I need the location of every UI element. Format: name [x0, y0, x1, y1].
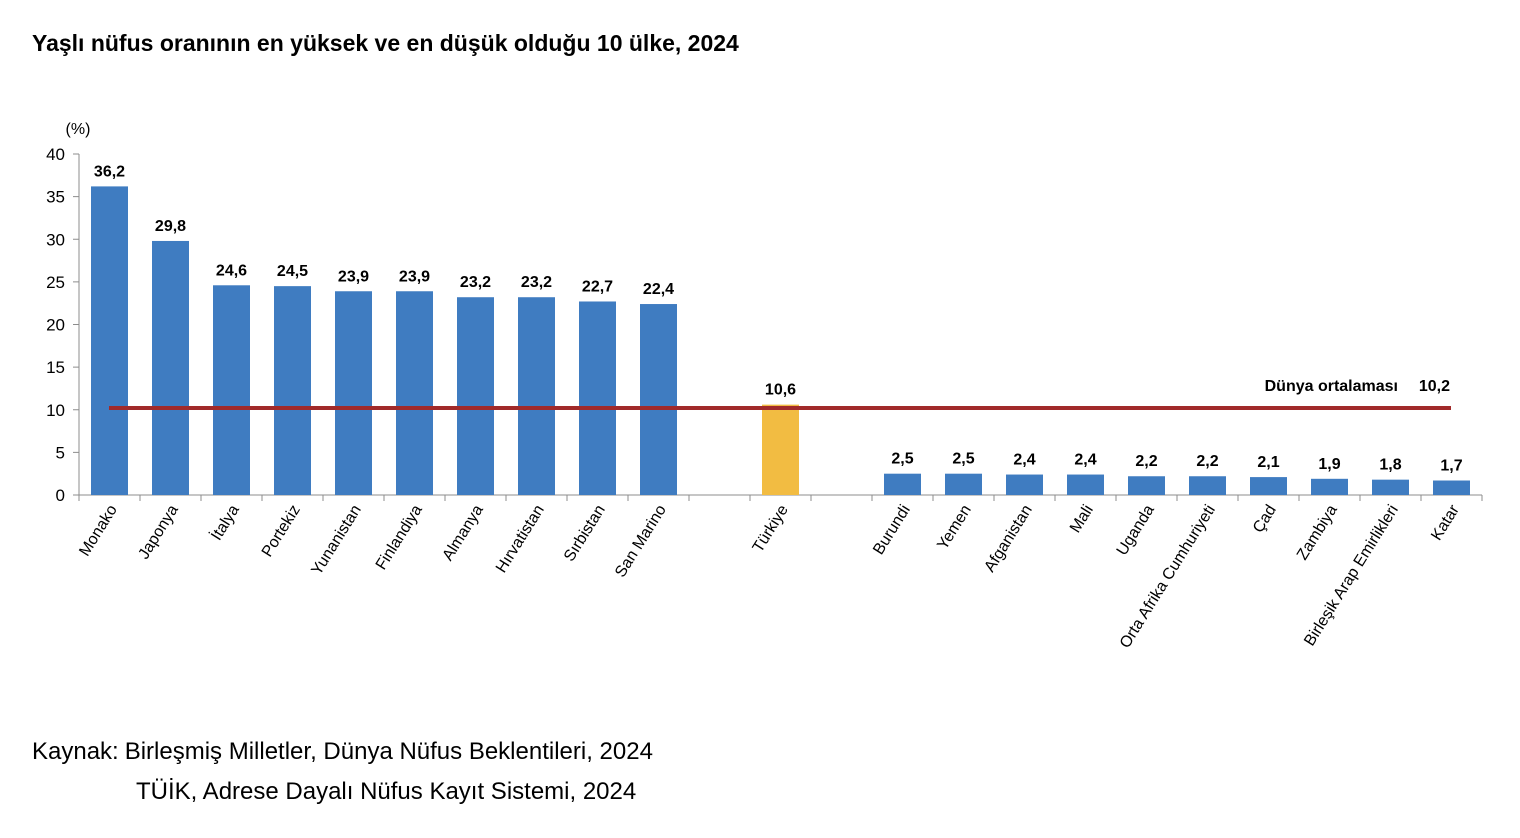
bar: [945, 474, 982, 495]
category-label: Finlandiya: [373, 502, 426, 573]
category-label: Almanya: [439, 502, 486, 564]
y-tick-label: 30: [46, 230, 65, 249]
bar-chart: 0 5 10 15 20 25 30 35 40(%) 36,2 29,8 24,6 24,5 23,9…: [0, 0, 1520, 720]
bars: 36,2 29,8 24,6 24,5 23,9 23,9 23,2 23,2 22,7 22,4…: [91, 163, 1470, 495]
y-tick-label: 40: [46, 145, 65, 164]
category-label: Portekiz: [259, 502, 304, 560]
bar-value-label: 24,5: [277, 263, 308, 280]
category-label: Yunanistan: [309, 502, 365, 578]
bar: [1250, 477, 1287, 495]
bar-value-label: 24,6: [216, 262, 247, 279]
bar: [396, 291, 433, 495]
x-axis-labels: Monako Japonya İtalya Portekiz Yunanistan Fin…: [76, 501, 1463, 651]
y-tick-label: 35: [46, 188, 65, 207]
bar-value-label: 10,6: [765, 382, 796, 399]
bar: [1311, 479, 1348, 495]
bar-value-label: 2,2: [1135, 453, 1157, 470]
world-average-label: Dünya ortalaması: [1265, 378, 1398, 395]
category-label: Afganistan: [981, 502, 1035, 575]
category-label: Mali: [1067, 502, 1097, 536]
bar: [762, 405, 799, 495]
source-label: Kaynak:: [32, 738, 119, 765]
category-label: İtalya: [207, 501, 243, 544]
bar: [1189, 476, 1226, 495]
bar-value-label: 23,2: [521, 274, 552, 291]
source-line-1: Kaynak: Birleşmiş Milletler, Dünya Nüfus …: [32, 738, 653, 766]
bar-value-label: 1,8: [1379, 457, 1401, 474]
bar: [884, 474, 921, 495]
bar: [91, 186, 128, 495]
bar: [1006, 475, 1043, 495]
category-label: San Marino: [612, 502, 670, 580]
bar-value-label: 2,4: [1074, 452, 1096, 469]
bar-value-label: 1,9: [1318, 456, 1340, 473]
bar: [1128, 476, 1165, 495]
world-average-value: 10,2: [1419, 378, 1450, 395]
bar: [457, 297, 494, 495]
bar: [274, 286, 311, 495]
bar-value-label: 1,7: [1440, 458, 1462, 475]
bar: [1067, 475, 1104, 495]
category-label: Çad: [1250, 502, 1280, 536]
category-label: Uganda: [1114, 502, 1158, 559]
bar-value-label: 22,7: [582, 278, 613, 295]
category-label: Hırvatistan: [493, 502, 548, 576]
bar-value-label: 23,2: [460, 274, 491, 291]
category-label: Burundi: [870, 502, 914, 558]
bar-value-label: 2,2: [1196, 453, 1218, 470]
category-label: Japonya: [135, 502, 182, 562]
y-tick-label: 5: [56, 443, 65, 462]
bar: [579, 301, 616, 495]
category-label: Katar: [1428, 502, 1463, 544]
category-label: Yemen: [934, 502, 975, 553]
bar: [640, 304, 677, 495]
y-tick-label: 0: [56, 486, 65, 505]
bar: [518, 297, 555, 495]
category-label: Sırbistan: [561, 502, 609, 565]
bar: [213, 285, 250, 495]
bar: [335, 291, 372, 495]
y-tick-label: 20: [46, 316, 65, 335]
bar-value-label: 23,9: [399, 268, 430, 285]
bar-value-label: 2,5: [952, 451, 974, 468]
bar-value-label: 2,4: [1013, 452, 1035, 469]
y-axis-unit-label: (%): [66, 121, 91, 138]
bar-value-label: 23,9: [338, 268, 369, 285]
y-tick-label: 15: [46, 358, 65, 377]
category-label: Zambiya: [1294, 502, 1341, 563]
bar: [1433, 481, 1470, 495]
category-label: Türkiye: [750, 502, 792, 556]
y-tick-label: 10: [46, 401, 65, 420]
bar-value-label: 22,4: [643, 281, 674, 298]
source-line-2: TÜİK, Adrese Dayalı Nüfus Kayıt Sistemi,…: [136, 778, 636, 806]
bar: [1372, 480, 1409, 495]
bar-value-label: 29,8: [155, 218, 186, 235]
bar-value-label: 2,1: [1257, 454, 1279, 471]
category-label: Monako: [76, 502, 121, 559]
bar-value-label: 2,5: [891, 451, 913, 468]
bar-value-label: 36,2: [94, 163, 125, 180]
bar: [152, 241, 189, 495]
y-tick-label: 25: [46, 273, 65, 292]
source-text-1: Birleşmiş Milletler, Dünya Nüfus Beklent…: [125, 738, 653, 765]
